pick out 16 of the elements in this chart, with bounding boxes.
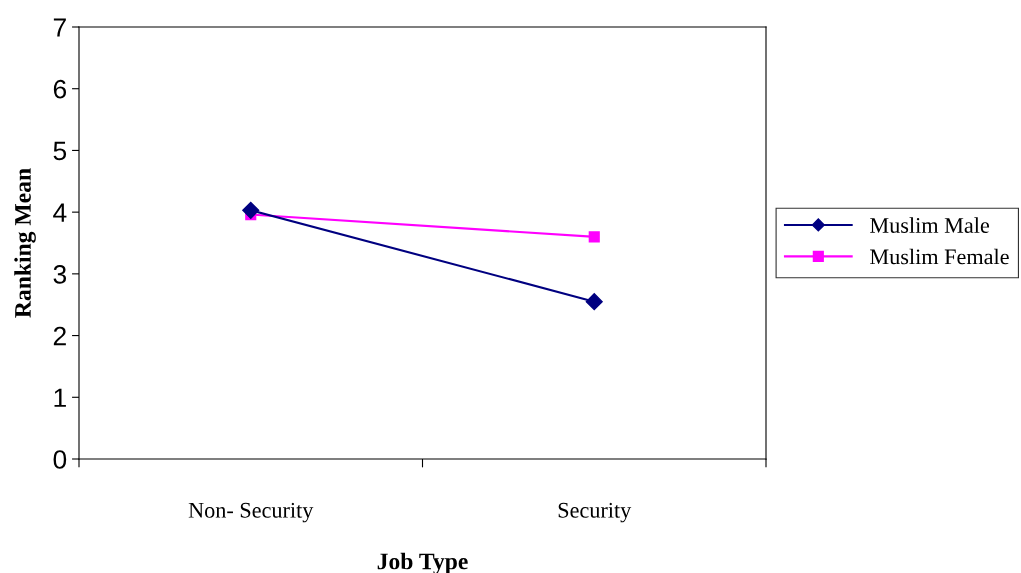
legend-label: Muslim Male: [870, 217, 990, 233]
point: [585, 293, 603, 311]
x-tick-label: Non- Security: [188, 502, 314, 523]
y-tick-label: 4: [53, 203, 67, 222]
legend-label: Muslim Female: [870, 248, 1009, 265]
y-tick-label: 0: [53, 450, 67, 469]
point: [242, 201, 260, 219]
point: [588, 231, 600, 243]
y-tick-label: 5: [53, 141, 67, 161]
y-tick-label: 2: [53, 326, 66, 346]
y-tick-label: 3: [53, 264, 67, 284]
y-tick-label: 1: [54, 388, 66, 407]
y-tick-label: 7: [53, 18, 66, 37]
y-axis-title: Ranking Mean: [14, 168, 36, 318]
y-tick-label: 6: [53, 79, 67, 99]
x-tick-label: Security: [558, 502, 632, 523]
